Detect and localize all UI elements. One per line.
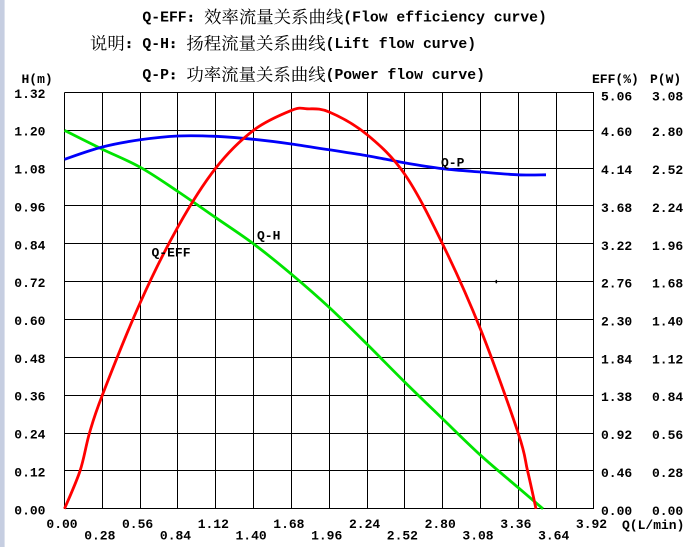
svg-text:1.40: 1.40 bbox=[652, 315, 683, 330]
svg-text:H(m): H(m) bbox=[22, 72, 53, 87]
svg-text:0.84: 0.84 bbox=[652, 390, 683, 405]
svg-text:Q-EFF: Q-EFF bbox=[152, 245, 191, 260]
svg-text:0.24: 0.24 bbox=[14, 428, 45, 443]
svg-text:2.76: 2.76 bbox=[601, 277, 632, 292]
svg-text:Q-H: Q-H bbox=[142, 37, 169, 53]
svg-text:0.92: 0.92 bbox=[601, 428, 632, 443]
svg-text:1.96: 1.96 bbox=[311, 529, 342, 544]
svg-text:3.92: 3.92 bbox=[576, 517, 607, 532]
svg-text:0.00: 0.00 bbox=[14, 503, 45, 518]
svg-text:1.08: 1.08 bbox=[14, 163, 45, 178]
svg-text:2.52: 2.52 bbox=[387, 529, 418, 544]
svg-text:1.84: 1.84 bbox=[601, 352, 632, 367]
svg-text:0.84: 0.84 bbox=[160, 529, 191, 544]
svg-text:0.84: 0.84 bbox=[14, 238, 45, 253]
svg-text:0.36: 0.36 bbox=[14, 390, 45, 405]
svg-text:0.60: 0.60 bbox=[14, 314, 45, 329]
svg-text:2.24: 2.24 bbox=[349, 517, 380, 532]
svg-text:Q-P: Q-P bbox=[142, 68, 169, 84]
svg-text:P(W): P(W) bbox=[650, 72, 681, 87]
svg-text:Q-EFF: Q-EFF bbox=[142, 10, 186, 26]
svg-text:0.12: 0.12 bbox=[14, 465, 45, 480]
svg-text:3.22: 3.22 bbox=[601, 239, 632, 254]
svg-text:0.48: 0.48 bbox=[14, 352, 45, 367]
svg-text:3.36: 3.36 bbox=[500, 517, 531, 532]
svg-text:(Lift flow curve): (Lift flow curve) bbox=[326, 37, 476, 53]
svg-text:Q(L/min): Q(L/min) bbox=[622, 518, 684, 533]
svg-text:2.80: 2.80 bbox=[425, 517, 456, 532]
svg-text:2.80: 2.80 bbox=[652, 125, 683, 140]
svg-text:2.30: 2.30 bbox=[601, 315, 632, 330]
svg-text:(Power flow curve): (Power flow curve) bbox=[326, 68, 485, 84]
svg-text:1.40: 1.40 bbox=[235, 529, 266, 544]
svg-text:(Flow efficiency curve): (Flow efficiency curve) bbox=[343, 10, 547, 26]
svg-text:1.12: 1.12 bbox=[652, 352, 683, 367]
svg-text:0.56: 0.56 bbox=[652, 428, 683, 443]
svg-text:Q-H: Q-H bbox=[257, 229, 280, 244]
svg-text:3.08: 3.08 bbox=[652, 89, 683, 104]
svg-text:1.96: 1.96 bbox=[652, 239, 683, 254]
svg-text:5.06: 5.06 bbox=[601, 89, 632, 104]
svg-text:EFF(%): EFF(%) bbox=[592, 72, 639, 87]
svg-text:2.24: 2.24 bbox=[652, 201, 683, 216]
svg-text:1.68: 1.68 bbox=[652, 277, 683, 292]
svg-text:1.38: 1.38 bbox=[601, 390, 632, 405]
svg-text:1.32: 1.32 bbox=[14, 87, 45, 102]
svg-text:0.00: 0.00 bbox=[652, 504, 683, 519]
svg-text:Q-P: Q-P bbox=[441, 155, 465, 170]
svg-text:1.20: 1.20 bbox=[14, 125, 45, 140]
svg-text:3.08: 3.08 bbox=[462, 529, 493, 544]
svg-text:4.60: 4.60 bbox=[601, 125, 632, 140]
svg-text:2.52: 2.52 bbox=[652, 163, 683, 178]
svg-text:1.68: 1.68 bbox=[273, 517, 304, 532]
svg-text:0.72: 0.72 bbox=[14, 276, 45, 291]
svg-text:3.68: 3.68 bbox=[601, 201, 632, 216]
svg-text:3.64: 3.64 bbox=[538, 529, 569, 544]
svg-text:0.28: 0.28 bbox=[84, 529, 115, 544]
svg-text:1.12: 1.12 bbox=[198, 517, 229, 532]
svg-text:0.28: 0.28 bbox=[652, 466, 683, 481]
svg-text:0.46: 0.46 bbox=[601, 466, 632, 481]
svg-text:0.96: 0.96 bbox=[14, 200, 45, 215]
svg-text:0.56: 0.56 bbox=[122, 517, 153, 532]
svg-text:0.00: 0.00 bbox=[46, 517, 77, 532]
svg-text:0.00: 0.00 bbox=[601, 504, 632, 519]
svg-text:4.14: 4.14 bbox=[601, 163, 632, 178]
